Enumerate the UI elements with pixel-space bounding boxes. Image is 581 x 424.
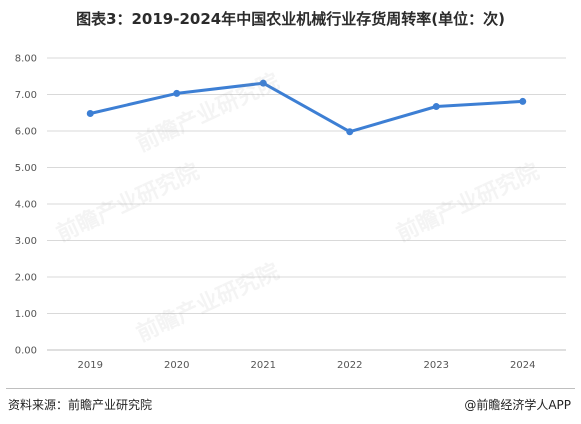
data-point [173,89,181,97]
y-tick-label: 5.00 [15,163,37,174]
series-line [89,81,523,134]
y-tick-label: 2.00 [15,273,37,284]
y-tick-label: 6.00 [15,127,37,138]
gridlines [47,57,566,351]
data-points [86,79,527,136]
y-tick-label: 3.00 [15,236,37,247]
x-tick-label: 2024 [510,360,535,371]
y-tick-label: 0.00 [15,346,37,357]
line-chart: 0.00 1.00 2.00 3.00 4.00 5.00 6.00 7.00 8.00 201… [15,54,566,371]
x-tick-label: 2023 [424,360,449,371]
y-tick-label: 8.00 [15,54,37,65]
y-tick-label: 4.00 [15,200,37,211]
footer-divider [6,388,575,389]
data-point [346,128,354,136]
x-tick-label: 2022 [337,360,362,371]
source-note: 资料来源：前瞻产业研究院 [8,398,153,412]
x-tick-label: 2021 [251,360,276,371]
data-point [519,97,527,105]
y-axis-ticks: 0.00 1.00 2.00 3.00 4.00 5.00 6.00 7.00 8.00 [15,54,37,357]
data-point [432,103,440,111]
y-tick-label: 1.00 [15,309,37,320]
x-axis-ticks: 2019 2020 2021 2022 2023 2024 [78,360,536,371]
data-point [259,79,267,87]
x-tick-label: 2020 [164,360,189,371]
brand-credit: @前瞻经济学人APP [464,398,571,412]
chart-title: 图表3：2019-2024年中国农业机械行业存货周转率(单位：次) [76,10,505,28]
y-tick-label: 7.00 [15,90,37,101]
footer: 资料来源：前瞻产业研究院 @前瞻经济学人APP [0,388,581,424]
x-tick-label: 2019 [78,360,103,371]
data-point [86,109,94,117]
